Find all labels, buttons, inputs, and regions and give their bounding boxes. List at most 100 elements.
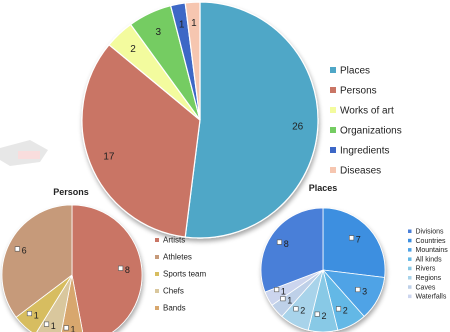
svg-text:1: 1: [71, 325, 76, 332]
pie-slice-bands: [60, 274, 84, 332]
legend-label: Ingredients: [340, 146, 389, 157]
legend-swatch: [155, 289, 159, 293]
legend-item-sports-team: Sports team: [155, 270, 206, 279]
svg-text:2: 2: [300, 306, 305, 316]
legend-label: Organizations: [340, 126, 402, 137]
data-label-chefs: 1: [43, 321, 56, 331]
legend-label: Chefs: [163, 287, 184, 296]
legend-item-persons: Persons: [330, 86, 377, 97]
legend-swatch: [408, 238, 412, 243]
data-label-rivers: 2: [314, 311, 327, 321]
data-label-sports-team: 1: [26, 310, 39, 320]
legend-swatch: [155, 255, 159, 259]
data-label-bands: 1: [63, 325, 76, 332]
pie-slices: [81, 1, 319, 239]
data-label-divisions: 8: [276, 239, 289, 249]
svg-text:3: 3: [156, 27, 162, 38]
data-label-places: 26: [292, 122, 304, 133]
legend-swatch: [408, 257, 412, 261]
legend-item-chefs: Chefs: [155, 287, 184, 296]
svg-text:1: 1: [179, 19, 185, 30]
svg-text:8: 8: [284, 239, 289, 249]
legend-swatch: [408, 285, 412, 289]
data-label-athletes: 6: [14, 246, 27, 256]
pie-slice-countries: [322, 207, 386, 278]
legend-item-mountains: Mountains: [408, 247, 448, 254]
legend-item-caves: Caves: [408, 284, 436, 291]
legend-label: Rivers: [416, 266, 436, 273]
data-label-persons: 17: [103, 152, 115, 163]
svg-text:26: 26: [292, 122, 304, 133]
svg-text:1: 1: [191, 18, 197, 29]
svg-text:3: 3: [362, 286, 367, 296]
legend-label: Places: [340, 66, 370, 77]
svg-text:17: 17: [103, 152, 115, 163]
legend: Places Persons Works of art Organizations In…: [330, 66, 402, 177]
legend-label: Works of art: [340, 106, 394, 117]
legend-swatch: [155, 272, 159, 276]
svg-text:8: 8: [125, 265, 130, 275]
legend-item-regions: Regions: [408, 275, 442, 282]
legend-label: Diseases: [340, 166, 381, 177]
legend-swatch: [330, 167, 336, 173]
pie-slice-divisions: [260, 207, 324, 293]
legend-item-organizations: Organizations: [330, 126, 402, 137]
legend-label: Caves: [416, 284, 436, 291]
legend-label: Persons: [340, 86, 377, 97]
chart-title: Places: [309, 183, 338, 193]
legend-item-waterfalls: Waterfalls: [408, 294, 447, 301]
legend-swatch: [330, 127, 336, 133]
places-pie-chart: Places 73222118DivisionsCountriesMountai…: [260, 183, 448, 332]
pie-slice-persons: [81, 43, 201, 238]
legend-item-bands: Bands: [155, 304, 186, 313]
svg-text:2: 2: [343, 306, 348, 316]
legend-item-athletes: Athletes: [155, 253, 192, 262]
legend-item-divisions: Divisions: [408, 229, 444, 236]
legend-item-diseases: Diseases: [330, 166, 381, 177]
data-label-mountains: 3: [355, 286, 367, 296]
legend-swatch: [408, 229, 412, 233]
legend-label: Mountains: [416, 247, 449, 254]
main-pie-chart: 26 17 2 3 1 1 Places Persons Works of art Organiz…: [81, 1, 402, 239]
legend-item-ingredients: Ingredients: [330, 146, 389, 157]
pie-slices: [1, 204, 143, 332]
legend-swatch: [155, 238, 159, 242]
legend-item-rivers: Rivers: [408, 266, 436, 273]
pie-slice-diseases: [184, 1, 201, 121]
legend-item-places: Places: [330, 66, 370, 77]
legend-swatch: [408, 248, 412, 252]
svg-text:2: 2: [322, 311, 327, 321]
legend: Artists Athletes Sports team Chefs Bands: [155, 236, 206, 313]
svg-text:6: 6: [22, 246, 27, 256]
legend-item-works-of-art: Works of art: [330, 106, 394, 117]
background-decoration: [0, 140, 48, 166]
pie-slices: [260, 207, 386, 332]
svg-text:1: 1: [34, 310, 39, 320]
svg-text:1: 1: [51, 321, 56, 331]
legend-item-artists: Artists: [155, 236, 185, 245]
legend-item-all-kinds: All kinds: [408, 256, 442, 263]
legend-label: Bands: [163, 304, 186, 313]
legend-item-countries: Countries: [408, 238, 446, 245]
legend-label: Divisions: [416, 229, 445, 236]
data-label-waterfalls: 1: [274, 286, 286, 296]
legend-label: Sports team: [163, 270, 206, 279]
legend-swatch: [408, 294, 412, 299]
legend-swatch: [408, 276, 412, 280]
legend-swatch: [330, 87, 336, 93]
data-label-diseases: 1: [191, 18, 197, 29]
legend-swatch: [408, 266, 412, 271]
legend-swatch: [330, 107, 336, 113]
persons-pie-chart: Persons 8 1 1 1 6 Artists Athletes Sports team C…: [1, 187, 206, 332]
legend-label: Regions: [416, 275, 442, 282]
pie-slice-places: [184, 1, 319, 239]
legend-label: All kinds: [416, 256, 443, 263]
data-label-ingredients: 1: [179, 19, 185, 30]
legend-label: Artists: [163, 236, 185, 245]
data-label-regions: 2: [293, 306, 305, 316]
data-label-organizations: 3: [156, 27, 162, 38]
data-label-artists: 8: [118, 265, 130, 275]
pie-slice-artists: [71, 204, 143, 332]
svg-text:2: 2: [130, 44, 136, 55]
